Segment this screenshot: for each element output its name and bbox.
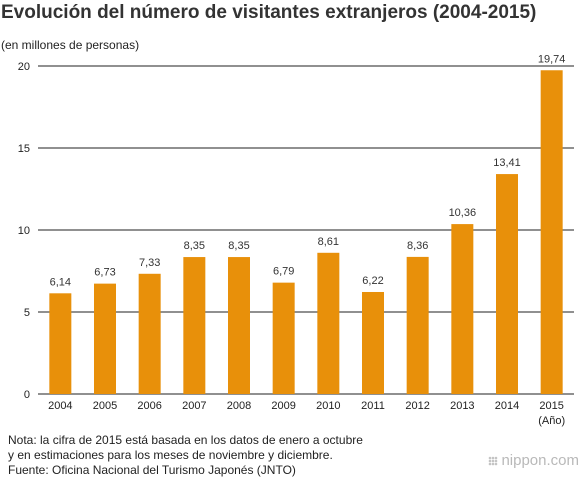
bar (183, 257, 206, 394)
y-tick-label: 0 (24, 389, 30, 401)
bar (451, 224, 474, 394)
x-tick-label: 2004 (48, 400, 72, 412)
bar (540, 70, 563, 394)
y-tick-label: 20 (18, 61, 30, 73)
data-label: 6,79 (273, 266, 294, 278)
x-tick-label: 2012 (405, 400, 429, 412)
data-label: 13,41 (493, 157, 521, 169)
brand-text: nippon.com (501, 452, 579, 469)
x-tick-label: 2015 (539, 400, 563, 412)
bar (496, 174, 518, 394)
bar (362, 291, 384, 394)
data-label: 7,33 (139, 257, 160, 269)
x-tick-label: 2014 (495, 400, 519, 412)
data-label: 8,61 (318, 236, 339, 248)
footnote: Nota: la cifra de 2015 está basada en lo… (8, 433, 363, 478)
data-label: 8,36 (407, 240, 428, 252)
bar (49, 293, 72, 394)
x-tick-label: 2006 (137, 400, 161, 412)
dots-icon (489, 456, 498, 466)
note-line-2: y en estimaciones para los meses de novi… (8, 448, 333, 462)
bar (94, 283, 116, 394)
x-axis-label: (Año) (538, 415, 565, 427)
note-line-1: Nota: la cifra de 2015 está basada en lo… (8, 433, 363, 447)
x-tick-label: 2008 (227, 400, 251, 412)
data-label: 8,35 (184, 240, 205, 252)
bar (272, 282, 295, 394)
bar (406, 256, 429, 394)
data-label: 6,22 (362, 275, 383, 287)
data-label: 10,36 (449, 207, 477, 219)
x-tick-label: 2011 (361, 400, 385, 412)
x-tick-label: 2005 (93, 400, 117, 412)
x-tick-label: 2013 (450, 400, 474, 412)
data-label: 6,73 (94, 267, 115, 279)
x-tick-label: 2007 (182, 400, 206, 412)
y-axis-units: (en millones de personas) (1, 38, 140, 52)
data-label: 19,74 (538, 53, 566, 65)
nippon-logo: nippon.com (488, 452, 579, 469)
data-label: 8,35 (228, 240, 249, 252)
bar (138, 273, 161, 394)
y-tick-label: 5 (24, 307, 30, 319)
chart-title: Evolución del número de visitantes extra… (1, 2, 537, 23)
y-tick-label: 15 (18, 143, 30, 155)
source-line: Fuente: Oficina Nacional del Turismo Jap… (8, 463, 296, 477)
data-label: 6,14 (50, 276, 71, 288)
x-tick-label: 2009 (271, 400, 295, 412)
bar (317, 252, 340, 394)
bar-chart: 0 5 10 15 20 6,14 2004 6,73 2005 7,33 2006 8,35 2007… (18, 53, 574, 427)
y-tick-label: 10 (18, 225, 30, 237)
bar (228, 257, 250, 394)
x-tick-label: 2010 (316, 400, 340, 412)
